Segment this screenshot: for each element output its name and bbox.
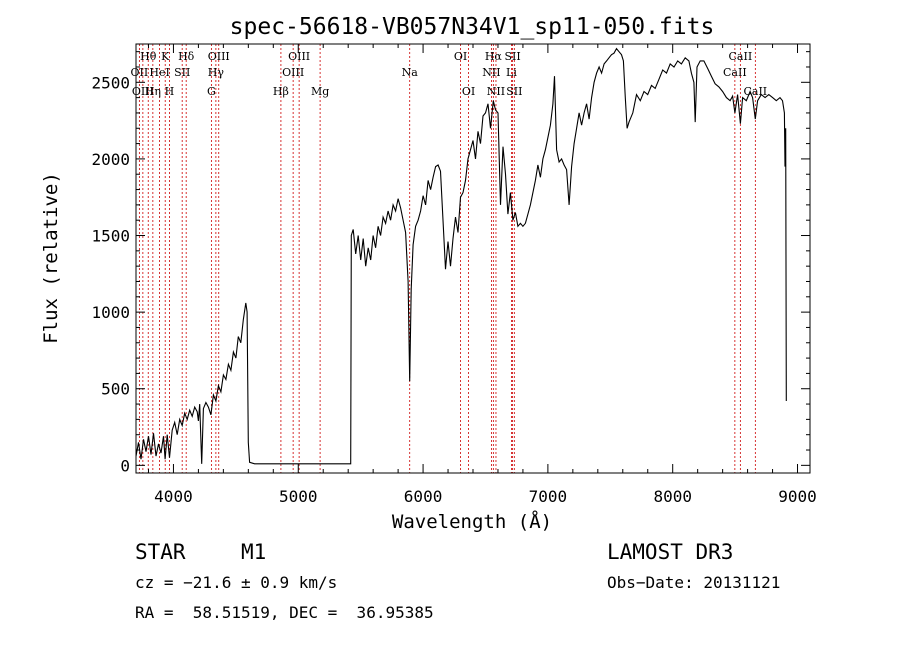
- line-label-25: CaII: [729, 50, 753, 63]
- object-class: STAR: [135, 540, 186, 564]
- line-label-16: Na: [402, 66, 419, 79]
- line-label-23: Li: [506, 66, 517, 79]
- axis-ticks: 4000 5000 6000 7000 8000 9000 0 500 1000 1500 2000…: [91, 44, 817, 506]
- line-label-1: OII: [131, 66, 149, 79]
- redshift-velocity: cz = −21.6 ± 0.9 km/s: [135, 573, 338, 592]
- line-label-10: Hγ: [208, 66, 225, 79]
- observation-date: Obs−Date: 20131121: [607, 573, 781, 592]
- plot-frame: [135, 43, 811, 474]
- line-label-11: G: [207, 85, 216, 98]
- line-label-4: K: [161, 50, 170, 63]
- line-label-0: Hθ: [140, 50, 157, 63]
- line-label-12: Hβ: [273, 85, 289, 98]
- line-label-13: OIII: [288, 50, 310, 63]
- y-tick-label-5: 2500: [91, 73, 130, 92]
- coordinates: RA = 58.51519, DEC = 36.95385: [135, 603, 434, 622]
- line-label-5: HeI: [149, 66, 169, 79]
- x-tick-label-1: 5000: [279, 487, 318, 506]
- line-label-6: H: [165, 85, 175, 98]
- line-label-18: OI: [462, 85, 475, 98]
- line-label-24: SII: [506, 85, 522, 98]
- spectrum-series-line: [135, 47, 787, 465]
- y-tick-label-1: 500: [101, 380, 130, 399]
- line-label-26: CaII: [723, 66, 747, 79]
- y-tick-label-0: 0: [120, 456, 130, 475]
- line-label-14: OIII: [282, 66, 304, 79]
- x-tick-label-3: 7000: [529, 487, 568, 506]
- line-label-8: Hδ: [178, 50, 195, 63]
- chart-title: spec-56618-VB057N34V1_sp11-050.fits: [230, 14, 715, 40]
- y-axis-label: Flux (relative): [40, 172, 62, 344]
- line-label-9: OIII: [208, 50, 230, 63]
- line-label-7: SII: [174, 66, 190, 79]
- y-tick-label-2: 1000: [91, 303, 130, 322]
- line-label-3: Hη: [145, 85, 161, 98]
- survey-name: LAMOST DR3: [607, 540, 734, 564]
- x-tick-label-4: 8000: [653, 487, 692, 506]
- spectral-line-markers: [138, 44, 756, 473]
- y-tick-label-4: 2000: [91, 150, 130, 169]
- line-label-17: OI: [454, 50, 467, 63]
- x-tick-label-2: 6000: [404, 487, 443, 506]
- line-label-22: SII: [504, 50, 520, 63]
- x-tick-label-0: 4000: [154, 487, 193, 506]
- line-label-2: OIII: [132, 85, 154, 98]
- line-label-19: Hα: [485, 50, 503, 63]
- line-label-21: NII: [487, 85, 505, 98]
- x-axis-label: Wavelength (Å): [392, 510, 552, 533]
- line-label-20: NII: [482, 66, 500, 79]
- line-label-15: Mg: [311, 85, 329, 98]
- object-subclass: M1: [241, 540, 267, 564]
- x-tick-label-5: 9000: [778, 487, 817, 506]
- y-tick-label-3: 1500: [91, 227, 130, 246]
